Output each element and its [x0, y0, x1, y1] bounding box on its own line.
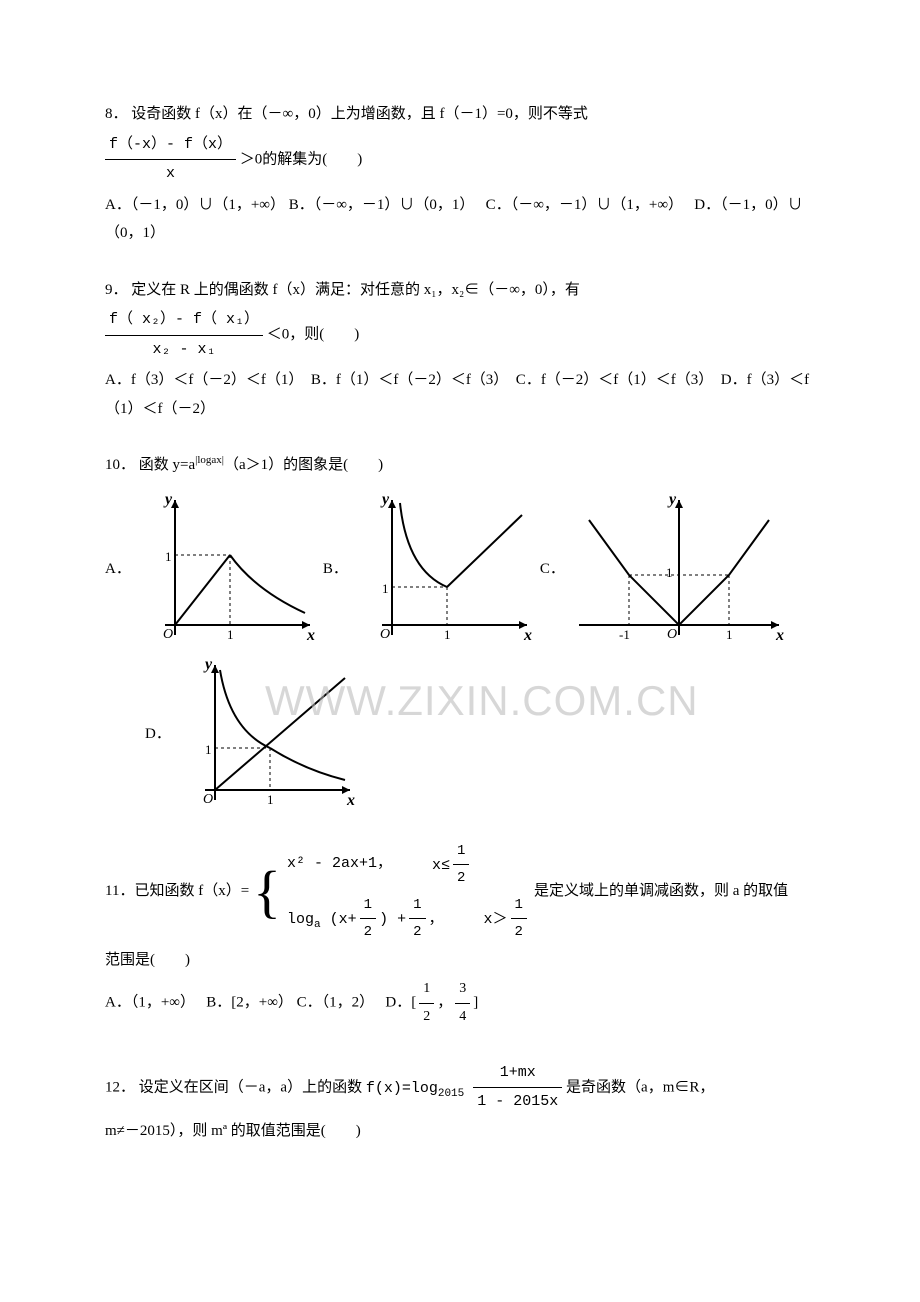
svg-text:O: O: [163, 627, 173, 642]
q11-text-c: 范围是( ): [105, 946, 820, 975]
q11-text-a: 已知函数 f（x）=: [134, 877, 249, 906]
svg-text:1: 1: [726, 627, 733, 642]
q9-text-a: 定义在 R 上的偶函数 f（x）满足：对任意的 x₁，x₂∈（－∞，0），有: [131, 282, 580, 298]
q9-options: A．f（3）＜f（－2）＜f（1） B．f（1）＜f（－2）＜f（3） C．f（…: [105, 366, 820, 423]
svg-text:x: x: [306, 627, 315, 644]
q8-formula-row: f（-x）- f（x） x ＞0的解集为( ): [105, 131, 820, 189]
q8-formula: f（-x）- f（x） x: [105, 131, 236, 189]
q10-graph-c: y x O 1 -1 1: [569, 495, 789, 645]
svg-text:-1: -1: [619, 627, 630, 642]
q10-graphs-row-1: A． y x O 1 1 B．: [105, 495, 820, 645]
q10-stem: 10． 函数 y=a|logax|（a＞1）的图象是( ): [105, 451, 820, 480]
svg-text:1: 1: [205, 742, 212, 757]
q12-stem-row: 12． 设定义在区间（－a，a）上的函数 f(x)=log2015 1+mx 1…: [105, 1059, 820, 1117]
q12-text-a: 设定义在区间（－a，a）上的函数: [139, 1079, 362, 1095]
q10-label-d: D．: [145, 720, 171, 749]
q9-formula: f（ x₂）- f（ x₁） x₂ - x₁: [105, 306, 263, 364]
q12-number: 12．: [105, 1079, 135, 1095]
q10-graph-d: y x O 1 1: [175, 660, 355, 810]
q8-number: 8．: [105, 106, 128, 122]
q12-frac-top: 1+mx: [473, 1059, 562, 1089]
svg-text:y: y: [163, 495, 173, 508]
q10-label-c: C．: [540, 555, 565, 584]
q10-graph-a: y x O 1 1: [135, 495, 315, 645]
q11-options: A．（1，+∞） B．[2，+∞） C．（1，2） D．[12，34]: [105, 976, 820, 1030]
svg-text:1: 1: [382, 581, 389, 596]
q9-formula-denominator: x₂ - x₁: [105, 336, 263, 365]
q9-formula-numerator: f（ x₂）- f（ x₁）: [105, 306, 263, 336]
q8-stem: 8． 设奇函数 f（x）在（－∞，0）上为增函数，且 f（－1）=0，则不等式: [105, 100, 820, 129]
svg-text:O: O: [667, 627, 677, 642]
q8-formula-denominator: x: [105, 160, 236, 189]
q11-piecewise: { x² - 2ax+1， x≤12 loga (x+12) +12， x＞12: [253, 838, 530, 946]
q10-number: 10．: [105, 457, 135, 473]
q11-opts-b: ]: [473, 995, 478, 1011]
q11-pw-row1: x² - 2ax+1， x≤12: [287, 838, 530, 892]
q10-graph-d-wrap: D． y x O 1 1: [145, 660, 355, 810]
q12-frac-bot: 1 - 2015x: [473, 1088, 562, 1117]
svg-text:y: y: [667, 495, 677, 508]
question-12: 12． 设定义在区间（－a，a）上的函数 f(x)=log2015 1+mx 1…: [105, 1059, 820, 1146]
q10-text-a: 函数 y=a: [139, 457, 195, 473]
q10-label-b: B．: [323, 555, 348, 584]
q11-stem-row: 11． 已知函数 f（x）= { x² - 2ax+1， x≤12 loga (…: [105, 838, 820, 946]
q11-opts-a: A．（1，+∞） B．[2，+∞） C．（1，2） D．[: [105, 995, 416, 1011]
q8-options: A．（－1，0）∪（1，+∞） B．（－∞，－1）∪（0，1） C．（－∞，－1…: [105, 191, 820, 248]
svg-text:1: 1: [227, 627, 234, 642]
svg-text:1: 1: [165, 549, 172, 564]
q12-text-c: m≠－2015），则 mª 的取值范围是( ): [105, 1117, 820, 1146]
q10-graph-b-wrap: B． y x O 1 1: [323, 495, 532, 645]
question-10: 10． 函数 y=a|logax|（a＞1）的图象是( ) A． y x O 1…: [105, 451, 820, 810]
q10-text-b: （a＞1）的图象是( ): [224, 457, 383, 473]
question-9: 9． 定义在 R 上的偶函数 f（x）满足：对任意的 x₁，x₂∈（－∞，0），…: [105, 276, 820, 424]
svg-text:x: x: [523, 627, 532, 644]
q12-text-b: 是奇函数（a，m∈R，: [566, 1079, 714, 1095]
q9-formula-row: f（ x₂）- f（ x₁） x₂ - x₁ ＜0，则( ): [105, 306, 820, 364]
q9-number: 9．: [105, 282, 128, 298]
q10-graph-c-wrap: C． y x O 1 -1 1: [540, 495, 789, 645]
q8-formula-numerator: f（-x）- f（x）: [105, 131, 236, 161]
q10-graph-b: y x O 1 1: [352, 495, 532, 645]
q8-text-b: ＞0的解集为( ): [240, 151, 363, 167]
question-8: 8． 设奇函数 f（x）在（－∞，0）上为增函数，且 f（－1）=0，则不等式 …: [105, 100, 820, 248]
svg-text:y: y: [203, 660, 213, 673]
svg-text:y: y: [380, 495, 390, 508]
svg-text:O: O: [203, 792, 213, 807]
q11-number: 11．: [105, 877, 134, 906]
q9-stem: 9． 定义在 R 上的偶函数 f（x）满足：对任意的 x₁，x₂∈（－∞，0），…: [105, 276, 820, 305]
svg-text:1: 1: [267, 792, 274, 807]
svg-text:1: 1: [444, 627, 451, 642]
q10-sup: |logax|: [195, 454, 224, 466]
question-11: 11． 已知函数 f（x）= { x² - 2ax+1， x≤12 loga (…: [105, 838, 820, 1031]
q10-label-a: A．: [105, 555, 131, 584]
q11-text-b: 是定义域上的单调减函数，则 a 的取值: [534, 877, 788, 906]
q11-pw-row2: loga (x+12) +12， x＞12: [287, 892, 530, 946]
brace-icon: {: [253, 863, 281, 921]
svg-text:x: x: [346, 792, 355, 809]
q10-graphs-row-2: D． y x O 1 1: [105, 660, 820, 810]
q9-text-b: ＜0，则( ): [267, 326, 360, 342]
q8-text-a: 设奇函数 f（x）在（－∞，0）上为增函数，且 f（－1）=0，则不等式: [131, 106, 588, 122]
svg-text:O: O: [380, 627, 390, 642]
svg-text:1: 1: [666, 565, 673, 580]
q10-graph-a-wrap: A． y x O 1 1: [105, 495, 315, 645]
svg-text:x: x: [775, 627, 784, 644]
q12-formula: f(x)=log2015 1+mx 1 - 2015x: [366, 1059, 562, 1117]
